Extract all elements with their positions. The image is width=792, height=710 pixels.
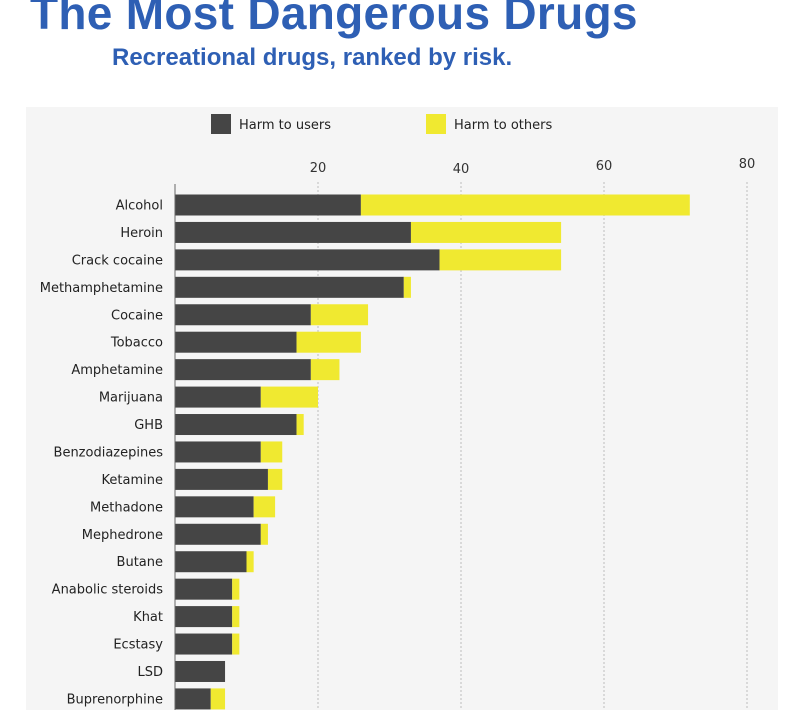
bar-harm-to-users bbox=[175, 606, 233, 628]
category-label: LSD bbox=[137, 665, 163, 680]
page-subtitle: Recreational drugs, ranked by risk. bbox=[112, 44, 513, 71]
category-label: Methamphetamine bbox=[40, 281, 163, 296]
category-label: Methadone bbox=[90, 500, 163, 515]
bar-harm-to-others bbox=[210, 688, 226, 710]
bar-harm-to-others bbox=[232, 578, 240, 600]
legend-label-harm-to-users: Harm to users bbox=[239, 118, 331, 133]
bar-harm-to-others bbox=[310, 304, 369, 326]
bar-harm-to-users bbox=[175, 276, 404, 298]
x-tick-label: 40 bbox=[453, 162, 470, 177]
category-label: Crack cocaine bbox=[72, 253, 163, 268]
bar-harm-to-others bbox=[260, 523, 268, 545]
category-label: Benzodiazepines bbox=[54, 445, 164, 460]
bar-harm-to-others bbox=[232, 606, 240, 628]
bar-harm-to-others bbox=[232, 633, 240, 655]
bar-harm-to-users bbox=[175, 688, 211, 710]
bars bbox=[175, 194, 690, 710]
bar-harm-to-others bbox=[403, 276, 411, 298]
category-label: Marijuana bbox=[99, 391, 163, 406]
legend-label-harm-to-others: Harm to others bbox=[454, 118, 552, 133]
bar-harm-to-users bbox=[175, 304, 311, 326]
x-tick-label: 60 bbox=[596, 159, 613, 174]
bar-harm-to-users bbox=[175, 468, 268, 490]
bar-harm-to-users bbox=[175, 633, 233, 655]
bar-harm-to-others bbox=[253, 496, 276, 518]
bar-harm-to-users bbox=[175, 414, 297, 436]
bar-harm-to-users bbox=[175, 496, 254, 518]
bar-harm-to-others bbox=[246, 551, 254, 573]
bar-harm-to-others bbox=[260, 386, 318, 408]
category-label: Ecstasy bbox=[113, 638, 163, 653]
category-label: Amphetamine bbox=[71, 363, 163, 378]
bar-harm-to-others bbox=[296, 414, 304, 436]
category-label: Mephedrone bbox=[82, 528, 163, 543]
bar-harm-to-others bbox=[310, 359, 340, 381]
category-labels: Alcohol Heroin Crack cocaine Methamphetamin… bbox=[40, 199, 164, 708]
category-label: Tobacco bbox=[110, 336, 163, 351]
category-label: Butane bbox=[117, 555, 163, 570]
bar-harm-to-others bbox=[260, 441, 283, 463]
bar-harm-to-others bbox=[439, 249, 562, 271]
legend-swatch-harm-to-users bbox=[211, 114, 231, 134]
bar-harm-to-users bbox=[175, 551, 247, 573]
bar-harm-to-users bbox=[175, 331, 297, 353]
category-label: Cocaine bbox=[111, 308, 163, 323]
bar-harm-to-users bbox=[175, 386, 261, 408]
bar-harm-to-others bbox=[360, 194, 690, 216]
category-label: Heroin bbox=[120, 226, 163, 241]
bar-harm-to-users bbox=[175, 221, 411, 243]
bar-harm-to-others bbox=[296, 331, 361, 353]
x-tick-label: 20 bbox=[310, 161, 327, 176]
category-label: Anabolic steroids bbox=[52, 583, 164, 598]
legend-swatch-harm-to-others bbox=[426, 114, 446, 134]
category-label: Buprenorphine bbox=[67, 692, 163, 707]
bar-harm-to-users bbox=[175, 249, 440, 271]
category-label: Khat bbox=[133, 610, 163, 625]
legend: Harm to users Harm to others bbox=[211, 114, 552, 134]
category-label: Ketamine bbox=[102, 473, 163, 488]
bar-harm-to-users bbox=[175, 194, 361, 216]
bar-harm-to-others bbox=[410, 221, 562, 243]
category-label: Alcohol bbox=[116, 199, 163, 214]
bar-harm-to-users bbox=[175, 359, 311, 381]
x-tick-label: 80 bbox=[739, 157, 756, 172]
bar-harm-to-users bbox=[175, 523, 261, 545]
x-axis-ticks: 20 40 60 80 bbox=[310, 157, 756, 177]
bar-harm-to-users bbox=[175, 660, 226, 682]
bar-harm-to-users bbox=[175, 578, 233, 600]
category-label: GHB bbox=[134, 418, 163, 433]
bar-harm-to-users bbox=[175, 441, 261, 463]
page-title: The Most Dangerous Drugs bbox=[30, 0, 638, 39]
bar-harm-to-others bbox=[267, 468, 283, 490]
